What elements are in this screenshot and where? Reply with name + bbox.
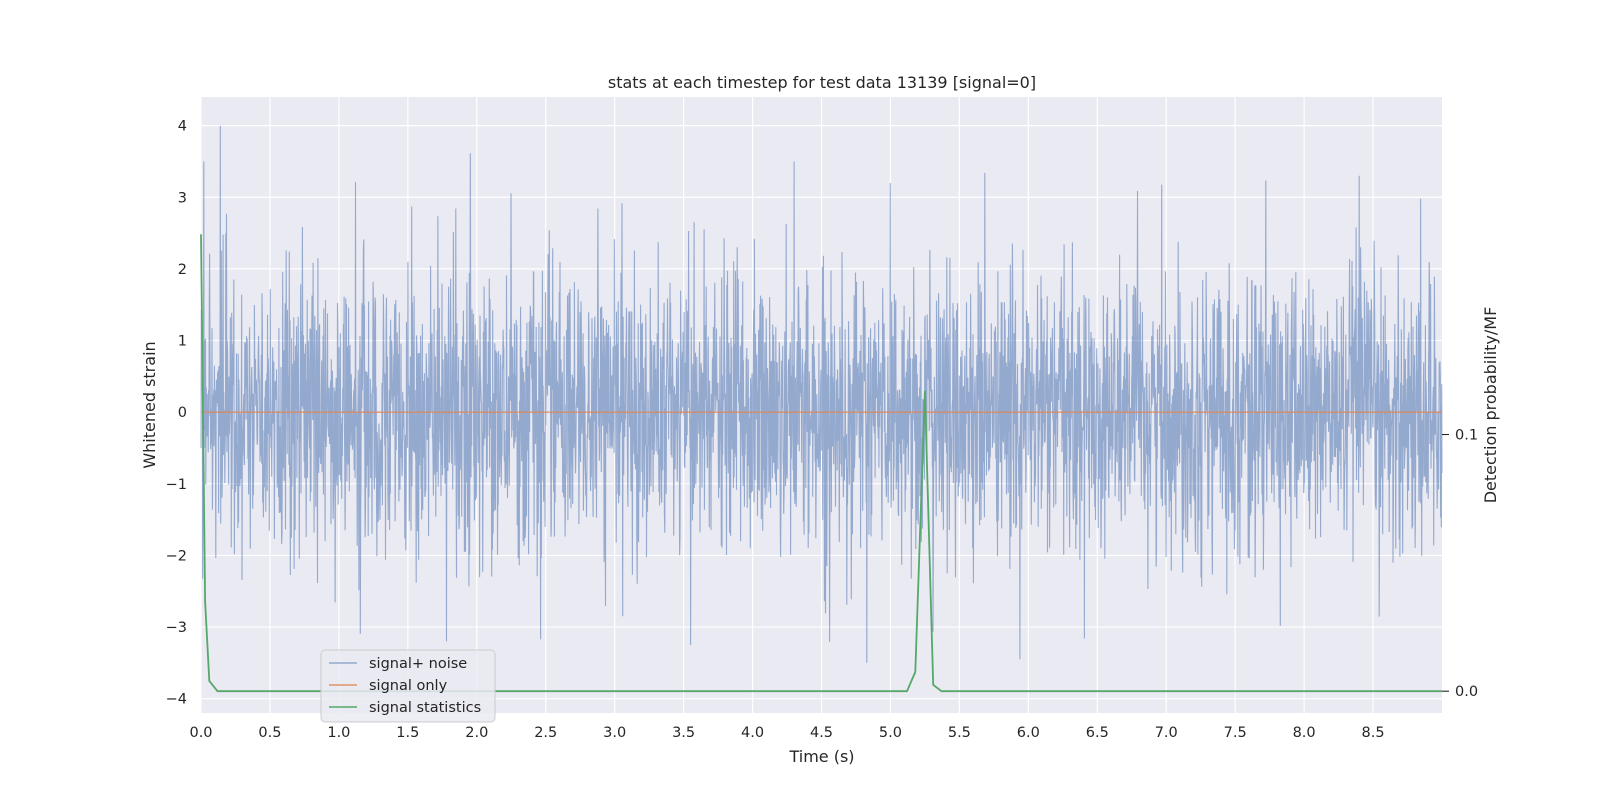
x-tick-label: 7.5 [1224, 725, 1247, 741]
x-tick-label: 8.0 [1293, 725, 1316, 741]
y-tick-label: −3 [166, 620, 187, 636]
y-right-tick-label: 0.1 [1455, 428, 1478, 444]
legend: signal+ noise signal only signal statist… [320, 649, 496, 723]
y-tick-label: 1 [178, 334, 187, 350]
y-tick-label: 0 [178, 405, 187, 421]
x-tick-label: 2.5 [534, 725, 557, 741]
x-tick-label: 3.5 [672, 725, 695, 741]
signal-statistics-line [200, 234, 1442, 693]
x-tick-label: 8.5 [1362, 725, 1385, 741]
signal-noise-line [200, 125, 1443, 663]
x-tick-label: 5.5 [948, 725, 971, 741]
x-axis-label: Time (s) [788, 747, 854, 766]
x-tick-label: 0.0 [189, 725, 212, 741]
x-tick-label: 3.0 [603, 725, 626, 741]
chart-title: stats at each timestep for test data 131… [608, 73, 1036, 92]
x-tick-label: 6.5 [1086, 725, 1109, 741]
x-tick-label: 2.0 [465, 725, 488, 741]
x-tick-label: 5.0 [879, 725, 902, 741]
y-tick-label: −1 [166, 477, 187, 493]
x-tick-label: 4.0 [741, 725, 764, 741]
x-tick-label: 6.0 [1017, 725, 1040, 741]
legend-label-signal-noise: signal+ noise [369, 656, 467, 672]
series-signal-statistics [200, 234, 1442, 693]
y-tick-label: 4 [178, 119, 187, 135]
y-axis-ticks: 4 3 2 1 0 −1 −2 −3 −4 [166, 119, 187, 708]
y-tick-label: −4 [166, 692, 187, 708]
y-right-axis-label: Detection probability/MF [1481, 307, 1500, 504]
x-tick-label: 1.5 [396, 725, 419, 741]
legend-label-signal-only: signal only [369, 678, 448, 694]
y-tick-label: −2 [166, 548, 187, 564]
x-tick-label: 4.5 [810, 725, 833, 741]
series-signal-noise [200, 125, 1443, 663]
y-right-axis-ticks: 0.1 0.0 [1442, 428, 1478, 700]
y-tick-label: 3 [178, 190, 187, 206]
y-right-tick-label: 0.0 [1455, 684, 1478, 700]
legend-label-signal-statistics: signal statistics [369, 700, 481, 716]
y-tick-label: 2 [178, 262, 187, 278]
x-tick-label: 1.0 [327, 725, 350, 741]
x-tick-label: 7.0 [1155, 725, 1178, 741]
legend-box [320, 649, 496, 723]
x-axis-ticks: 0.0 0.5 1.0 1.5 2.0 2.5 3.0 3.5 4.0 4.5 5.0 5.5 6.0 6… [189, 725, 1384, 741]
x-tick-label: 0.5 [258, 725, 281, 741]
y-axis-label: Whitened strain [140, 341, 159, 468]
